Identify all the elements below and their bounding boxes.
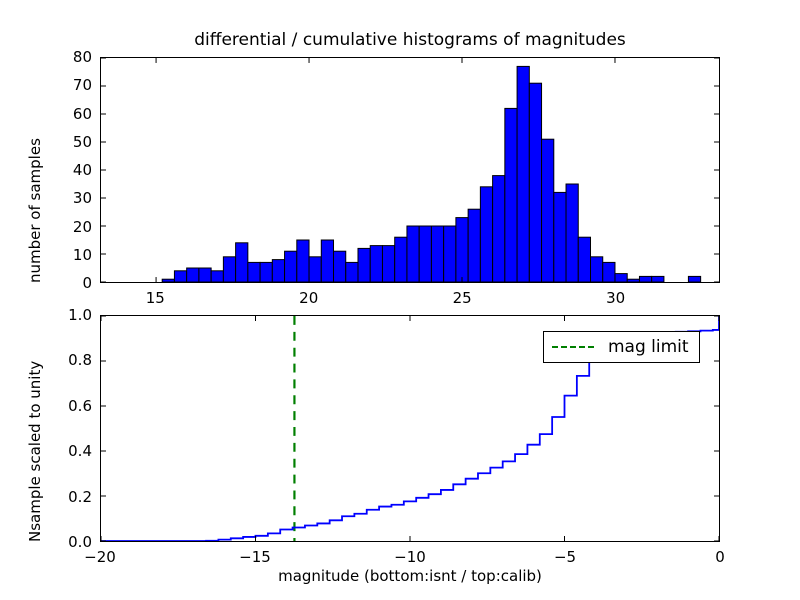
y-tick-label: 10 <box>72 245 92 264</box>
x-tick-label: 15 <box>145 289 165 307</box>
histogram-bar <box>186 267 200 282</box>
histogram-bar <box>198 267 212 282</box>
bottom-y-axis-label: Nsample scaled to unity <box>26 360 44 542</box>
histogram-bar <box>406 225 420 282</box>
y-tick-label: 0.2 <box>68 487 92 506</box>
x-tick-label: 20 <box>299 289 319 307</box>
histogram-bar <box>541 138 555 282</box>
histogram-bar <box>614 273 628 282</box>
x-tick-label: 0 <box>715 548 725 566</box>
y-tick-label: 0.6 <box>68 396 92 415</box>
histogram-bar <box>528 82 543 282</box>
histogram-bar <box>504 107 518 282</box>
histogram-bar <box>651 275 665 282</box>
histogram-bar <box>210 270 224 282</box>
y-tick-label: 60 <box>72 104 92 123</box>
y-tick-label: 0.8 <box>68 351 92 370</box>
legend: mag limit <box>543 331 700 363</box>
histogram-bar <box>577 236 592 282</box>
y-tick-label: 1.0 <box>68 306 92 324</box>
histogram-bar <box>430 225 445 282</box>
histogram-bar <box>455 217 469 282</box>
histogram-bar <box>553 191 567 282</box>
top-axes-histogram <box>100 57 720 283</box>
histogram-bar <box>247 261 261 282</box>
histogram-bar <box>394 236 408 282</box>
histogram-bar <box>222 256 237 282</box>
histogram-bar <box>345 261 359 282</box>
x-tick-label: −20 <box>84 548 116 566</box>
histogram-bar <box>161 278 175 282</box>
y-tick-label: 80 <box>72 48 92 66</box>
figure-title: differential / cumulative histograms of … <box>194 30 626 50</box>
histogram-bar <box>381 245 396 282</box>
y-tick-label: 0 <box>82 274 92 292</box>
histogram-bar <box>173 270 188 282</box>
top-y-axis-label: number of samples <box>26 138 44 283</box>
histogram-bar <box>479 186 494 282</box>
x-tick-label: −15 <box>239 548 271 566</box>
histogram-bar <box>565 183 579 282</box>
histogram-bar <box>418 225 432 282</box>
histogram-bar <box>284 250 298 282</box>
histogram-bar <box>516 65 530 282</box>
histogram-plot-area <box>101 58 719 282</box>
histogram-bar <box>235 242 249 282</box>
histogram-bar <box>602 261 616 282</box>
x-tick-label: −10 <box>394 548 426 566</box>
y-tick-label: 30 <box>72 189 92 208</box>
y-tick-label: 20 <box>72 217 92 236</box>
histogram-bar <box>492 175 506 282</box>
x-tick-label: 30 <box>606 289 626 307</box>
x-tick-label: −5 <box>553 548 577 566</box>
y-tick-label: 70 <box>72 76 92 95</box>
bottom-x-axis-label: magnitude (bottom:isnt / top:calib) <box>278 567 542 585</box>
histogram-bar <box>638 275 653 282</box>
legend-label-mag-limit: mag limit <box>608 337 689 357</box>
histogram-bar <box>259 261 273 282</box>
histogram-bar <box>443 225 457 282</box>
histogram-bar <box>296 239 310 282</box>
histogram-bar <box>357 247 371 282</box>
histogram-bar <box>320 239 335 282</box>
histogram-bar <box>271 259 286 282</box>
y-tick-label: 40 <box>72 161 92 179</box>
y-tick-label: 50 <box>72 132 92 151</box>
histogram-bar <box>590 256 604 282</box>
histogram-bar <box>626 278 640 282</box>
histogram-bar <box>687 275 702 282</box>
y-tick-label: 0.0 <box>68 533 92 551</box>
x-tick-label: 25 <box>452 289 472 307</box>
y-tick-label: 0.4 <box>68 442 92 461</box>
mag-limit-line-swatch <box>552 346 594 348</box>
histogram-bar <box>333 250 347 282</box>
histogram-bar <box>467 208 481 282</box>
histogram-bar <box>308 256 322 282</box>
histogram-bar <box>369 245 383 282</box>
